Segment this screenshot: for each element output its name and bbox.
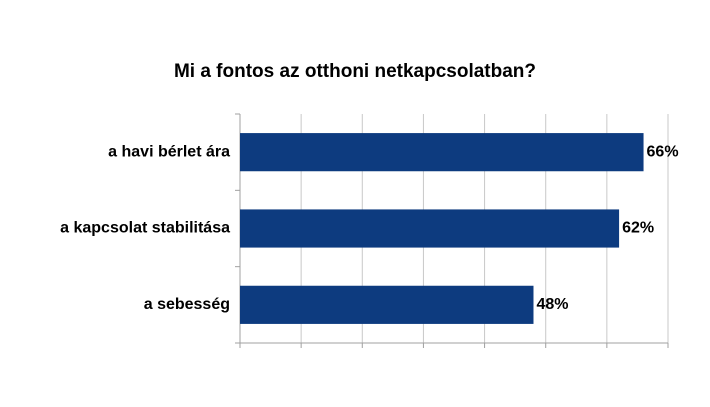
category-label-1: a havi bérlet ára: [108, 143, 230, 160]
category-label-2: a kapcsolat stabilitása: [60, 220, 230, 237]
value-label-3: 48%: [536, 296, 568, 313]
labels: a havi bérlet ára 66% a kapcsolat stabilit…: [60, 143, 678, 313]
bars: [240, 133, 644, 324]
bar-2: [240, 209, 620, 248]
value-label-2: 62%: [622, 220, 654, 237]
category-label-3: a sebesség: [144, 296, 230, 313]
chart-title: Mi a fontos az otthoni netkapcsolatban?: [173, 61, 537, 82]
value-label-1: 66%: [647, 143, 679, 160]
bar-3: [240, 285, 534, 324]
bar-1: [240, 133, 644, 172]
